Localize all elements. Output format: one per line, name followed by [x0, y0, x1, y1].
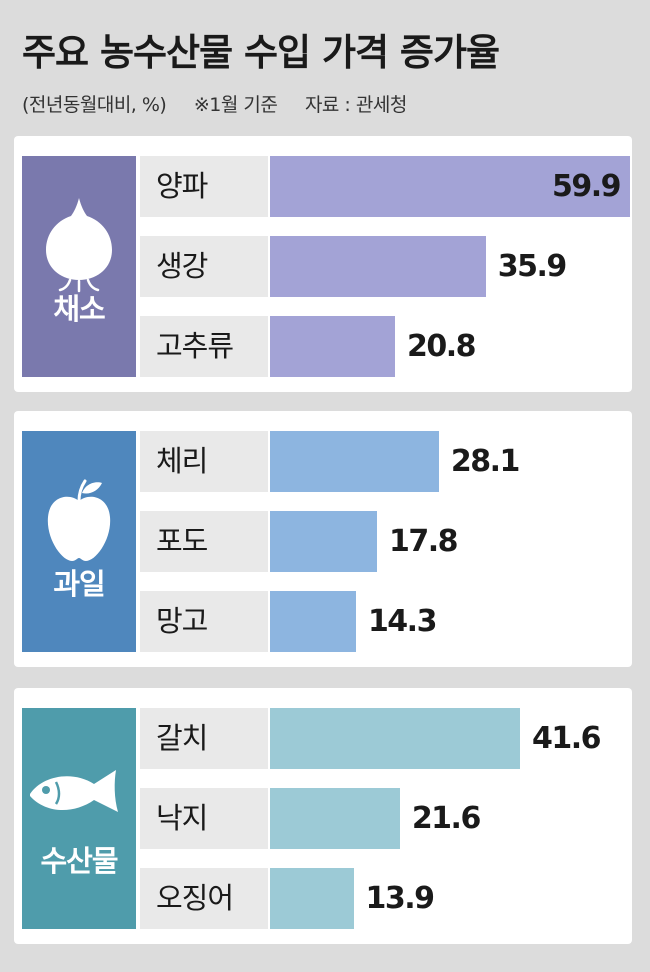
bar — [270, 708, 521, 769]
item-label: 생강 — [140, 236, 268, 297]
item-label: 양파 — [140, 156, 268, 217]
apple-icon — [22, 465, 136, 579]
category-box: 채소 — [22, 156, 136, 377]
basis-note: ※1월 기준 — [193, 94, 278, 116]
bar — [270, 236, 486, 297]
category-label: 과일 — [53, 567, 105, 601]
category-label: 수산물 — [40, 844, 118, 878]
item-label: 망고 — [140, 591, 268, 652]
panel-group-2: 수산물 갈치 41.6 낙지 21.6 오징어 13.9 — [14, 688, 632, 944]
panel-group-1: 과일 체리 28.1 포도 17.8 망고 14.3 — [14, 411, 632, 667]
bar — [270, 591, 356, 652]
panel-group-0: 채소 양파 59.9 생강 35.9 고추류 20.8 — [14, 136, 632, 392]
category-box: 수산물 — [22, 708, 136, 929]
bar — [270, 316, 395, 377]
bar — [270, 511, 377, 572]
item-label: 고추류 — [140, 316, 268, 377]
bar — [270, 431, 439, 492]
bar — [270, 788, 400, 849]
item-label: 갈치 — [140, 708, 268, 769]
item-label: 포도 — [140, 511, 268, 572]
value-label: 21.6 — [411, 801, 482, 836]
category-label: 채소 — [53, 292, 105, 326]
value-label: 28.1 — [450, 444, 521, 479]
item-label: 오징어 — [140, 868, 268, 929]
value-label: 14.3 — [367, 604, 438, 639]
chart-subtitle: (전년동월대비, %) ※1월 기준 자료 : 관세청 — [22, 90, 429, 117]
item-label: 체리 — [140, 431, 268, 492]
value-label: 59.9 — [551, 169, 622, 204]
bar — [270, 156, 630, 217]
value-label: 20.8 — [407, 329, 477, 364]
item-label: 낙지 — [140, 788, 268, 849]
chart-title: 주요 농수산물 수입 가격 증가율 — [22, 31, 500, 74]
category-box: 과일 — [22, 431, 136, 652]
fish-icon — [22, 756, 136, 840]
bar — [270, 868, 354, 929]
value-label: 41.6 — [532, 721, 602, 756]
onion-icon — [22, 190, 136, 304]
source-note: 자료 : 관세청 — [304, 94, 407, 116]
value-label: 35.9 — [497, 249, 568, 284]
value-label: 17.8 — [388, 524, 459, 559]
value-label: 13.9 — [365, 881, 436, 916]
unit-note: (전년동월대비, %) — [22, 94, 167, 116]
